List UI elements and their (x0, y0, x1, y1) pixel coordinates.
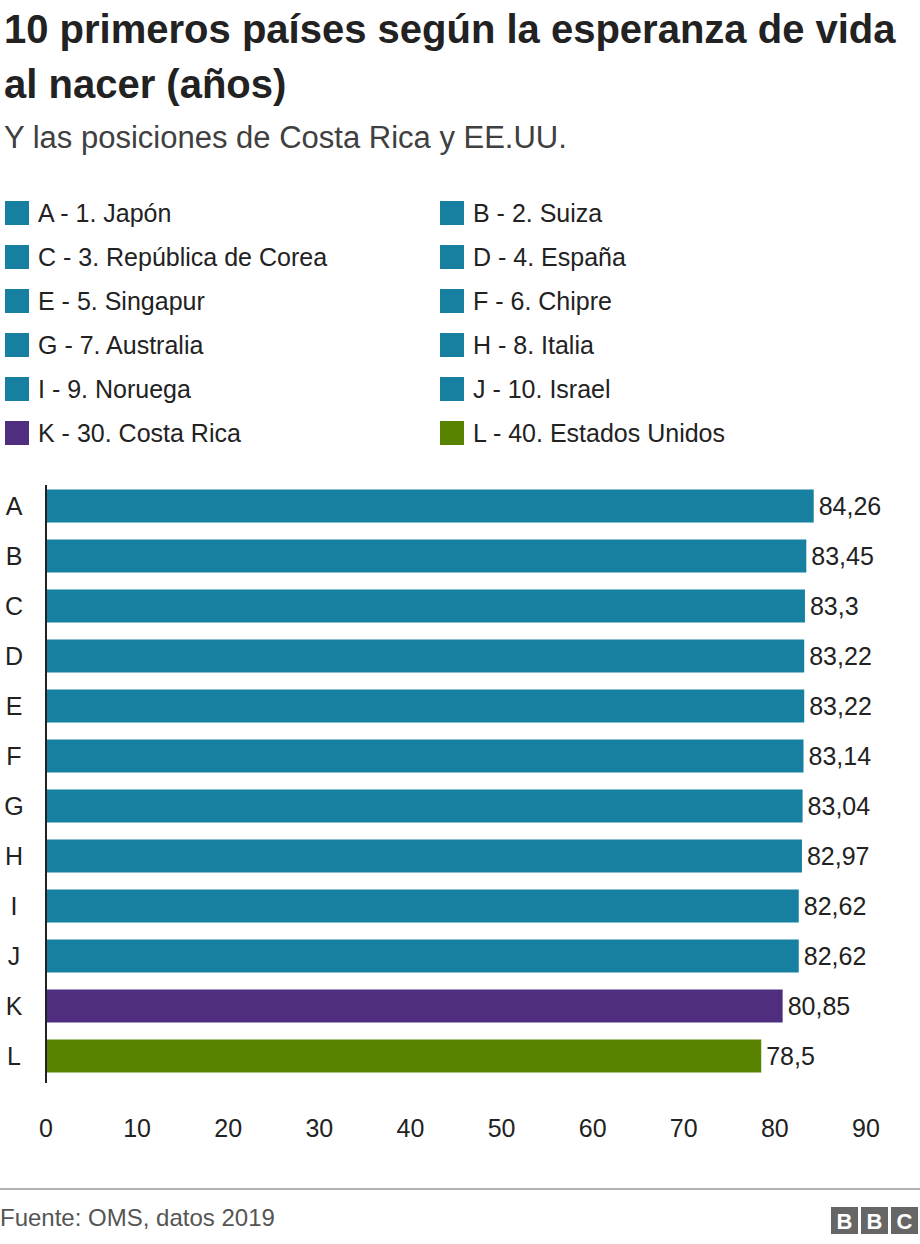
legend-entry: J - 10. Israel (473, 375, 611, 403)
legend-swatch (5, 289, 29, 313)
category-label: C (5, 592, 23, 620)
tick-label: 60 (579, 1114, 607, 1142)
legend-swatch (5, 377, 29, 401)
legend-swatch (440, 289, 464, 313)
bar (46, 990, 783, 1023)
data-label: 82,97 (807, 842, 870, 870)
data-label: 83,22 (809, 642, 872, 670)
legend-entry: G - 7. Australia (38, 331, 203, 359)
data-label: 83,04 (808, 792, 871, 820)
legend-entry: E - 5. Singapur (38, 287, 205, 315)
legend-entry: B - 2. Suiza (473, 199, 602, 227)
data-label: 80,85 (788, 992, 851, 1020)
data-label: 78,5 (766, 1042, 815, 1070)
legend-swatch (440, 333, 464, 357)
bar (46, 690, 804, 723)
bar (46, 540, 806, 573)
bar (46, 640, 804, 673)
legend-entry: A - 1. Japón (38, 199, 171, 227)
tick-label: 50 (488, 1114, 516, 1142)
chart: A - 1. Japón B - 2. Suiza C - 3. República… (0, 0, 920, 1244)
svg-text:B: B (837, 1209, 853, 1234)
bar (46, 1040, 761, 1073)
category-label: B (6, 542, 23, 570)
data-label: 83,22 (809, 692, 872, 720)
legend-entry: K - 30. Costa Rica (38, 419, 241, 447)
data-label: 83,45 (811, 542, 874, 570)
legend-entry: L - 40. Estados Unidos (473, 419, 725, 447)
svg-text:B: B (867, 1209, 883, 1234)
category-label: L (7, 1042, 21, 1070)
bar (46, 790, 803, 823)
category-label: H (5, 842, 23, 870)
legend-entry: C - 3. República de Corea (38, 243, 327, 271)
legend-swatch (5, 333, 29, 357)
bar (46, 940, 799, 973)
svg-text:C: C (897, 1209, 913, 1234)
data-label: 84,26 (819, 492, 882, 520)
legend-swatch (440, 201, 464, 225)
tick-label: 30 (305, 1114, 333, 1142)
legend-entry: D - 4. España (473, 243, 626, 271)
data-label: 82,62 (804, 892, 867, 920)
source: Fuente: OMS, datos 2019 (0, 1204, 275, 1231)
legend-swatch (440, 245, 464, 269)
data-label: 83,3 (810, 592, 859, 620)
bar (46, 590, 805, 623)
tick-label: 10 (123, 1114, 151, 1142)
bar (46, 840, 802, 873)
tick-label: 0 (39, 1114, 53, 1142)
data-label: 82,62 (804, 942, 867, 970)
footer-rule (0, 1188, 920, 1190)
category-label: D (5, 642, 23, 670)
tick-label: 90 (852, 1114, 880, 1142)
category-label: F (6, 742, 21, 770)
axis-line (45, 485, 47, 1083)
category-label: K (6, 992, 23, 1020)
tick-label: 40 (397, 1114, 425, 1142)
legend-entry: I - 9. Noruega (38, 375, 191, 403)
category-label: I (11, 892, 18, 920)
title: 10 primeros países según la esperanza de… (4, 2, 914, 112)
tick-label: 70 (670, 1114, 698, 1142)
legend-entry: F - 6. Chipre (473, 287, 612, 315)
category-label: G (4, 792, 23, 820)
bar (46, 740, 803, 773)
data-label: 83,14 (808, 742, 871, 770)
tick-label: 20 (214, 1114, 242, 1142)
logo: BBC (831, 1207, 918, 1234)
legend-entry: H - 8. Italia (473, 331, 594, 359)
legend-swatch (440, 421, 464, 445)
bar (46, 890, 799, 923)
bar (46, 490, 814, 523)
category-label: A (6, 492, 23, 520)
legend-swatch (5, 201, 29, 225)
legend-swatch (5, 421, 29, 445)
legend-swatch (440, 377, 464, 401)
category-label: J (8, 942, 21, 970)
legend-swatch (5, 245, 29, 269)
tick-label: 80 (761, 1114, 789, 1142)
category-label: E (6, 692, 23, 720)
bars (46, 490, 814, 1073)
subtitle: Y las posiciones de Costa Rica y EE.UU. (4, 118, 914, 158)
